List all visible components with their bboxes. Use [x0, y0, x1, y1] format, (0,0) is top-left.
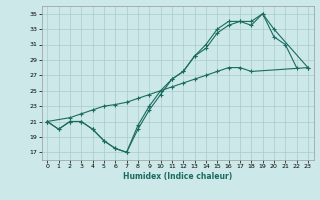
X-axis label: Humidex (Indice chaleur): Humidex (Indice chaleur) — [123, 172, 232, 181]
